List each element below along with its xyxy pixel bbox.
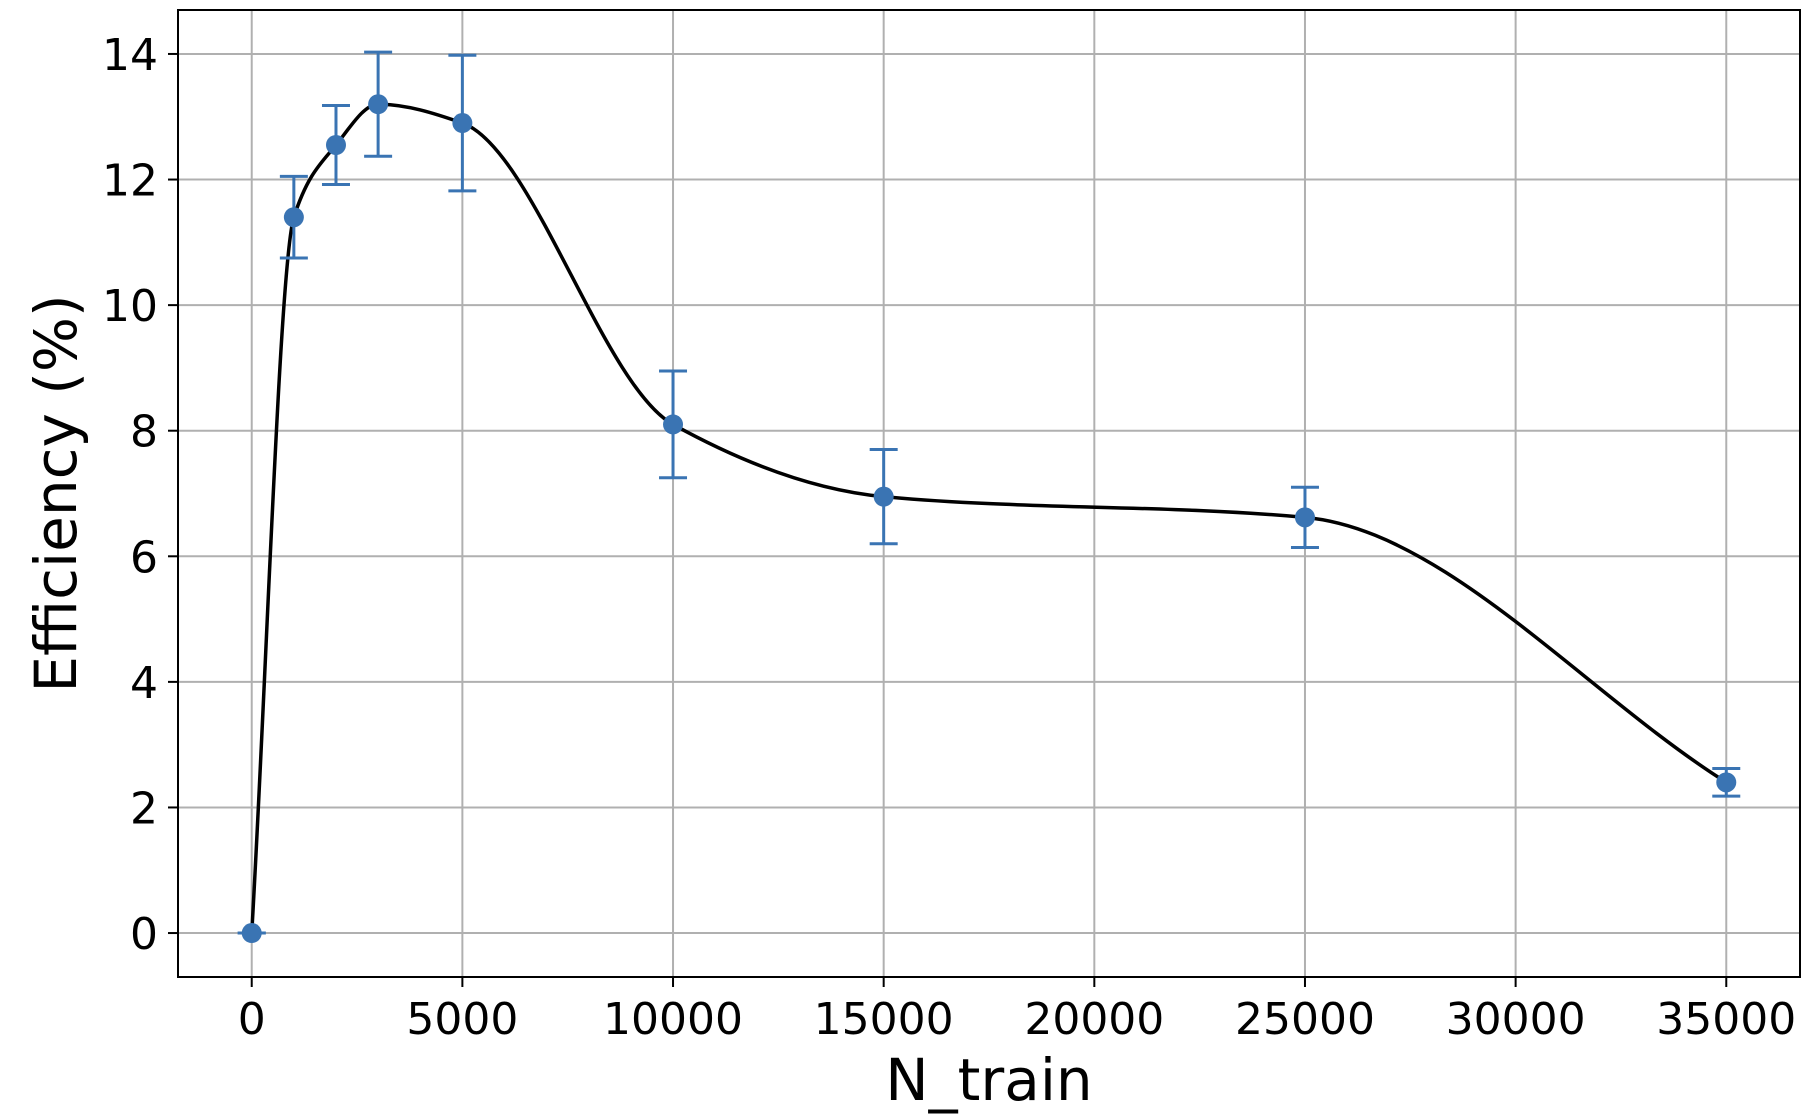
plot-frame xyxy=(177,9,1801,978)
y-tick-label: 10 xyxy=(102,281,158,332)
x-tick-label: 5000 xyxy=(406,994,518,1045)
x-tick-label: 10000 xyxy=(603,994,743,1045)
x-tick-label: 20000 xyxy=(1024,994,1164,1045)
data-points xyxy=(241,94,1737,944)
y-tick-label: 4 xyxy=(130,658,158,709)
grid xyxy=(178,10,1800,977)
data-point xyxy=(873,486,894,507)
data-point xyxy=(283,207,304,228)
y-axis-title: Efficiency (%) xyxy=(22,294,90,692)
y-tick-label: 2 xyxy=(130,783,158,834)
data-point xyxy=(663,414,684,435)
x-axis-title: N_train xyxy=(885,1046,1092,1114)
y-tick-label: 8 xyxy=(130,407,158,458)
x-tick-label: 35000 xyxy=(1656,994,1796,1045)
y-axis-ticks: 0 2 4 6 8 10 12 14 xyxy=(102,30,178,960)
data-point xyxy=(1716,772,1737,793)
data-point xyxy=(368,94,389,115)
data-point xyxy=(241,923,262,944)
x-tick-label: 30000 xyxy=(1446,994,1586,1045)
data-point xyxy=(452,113,473,134)
y-tick-label: 6 xyxy=(130,532,158,583)
fit-curve xyxy=(249,102,1728,934)
x-axis-ticks: 0 5000 10000 15000 20000 25000 30000 35000 xyxy=(238,977,1796,1045)
y-tick-label: 12 xyxy=(102,156,158,207)
data-point xyxy=(325,135,346,156)
y-tick-label: 14 xyxy=(102,30,158,81)
data-point xyxy=(1294,507,1315,528)
fit-curve-layer xyxy=(249,102,1728,934)
x-tick-label: 15000 xyxy=(814,994,954,1045)
x-tick-label: 25000 xyxy=(1235,994,1375,1045)
x-tick-label: 0 xyxy=(238,994,266,1045)
y-tick-label: 0 xyxy=(130,909,158,960)
